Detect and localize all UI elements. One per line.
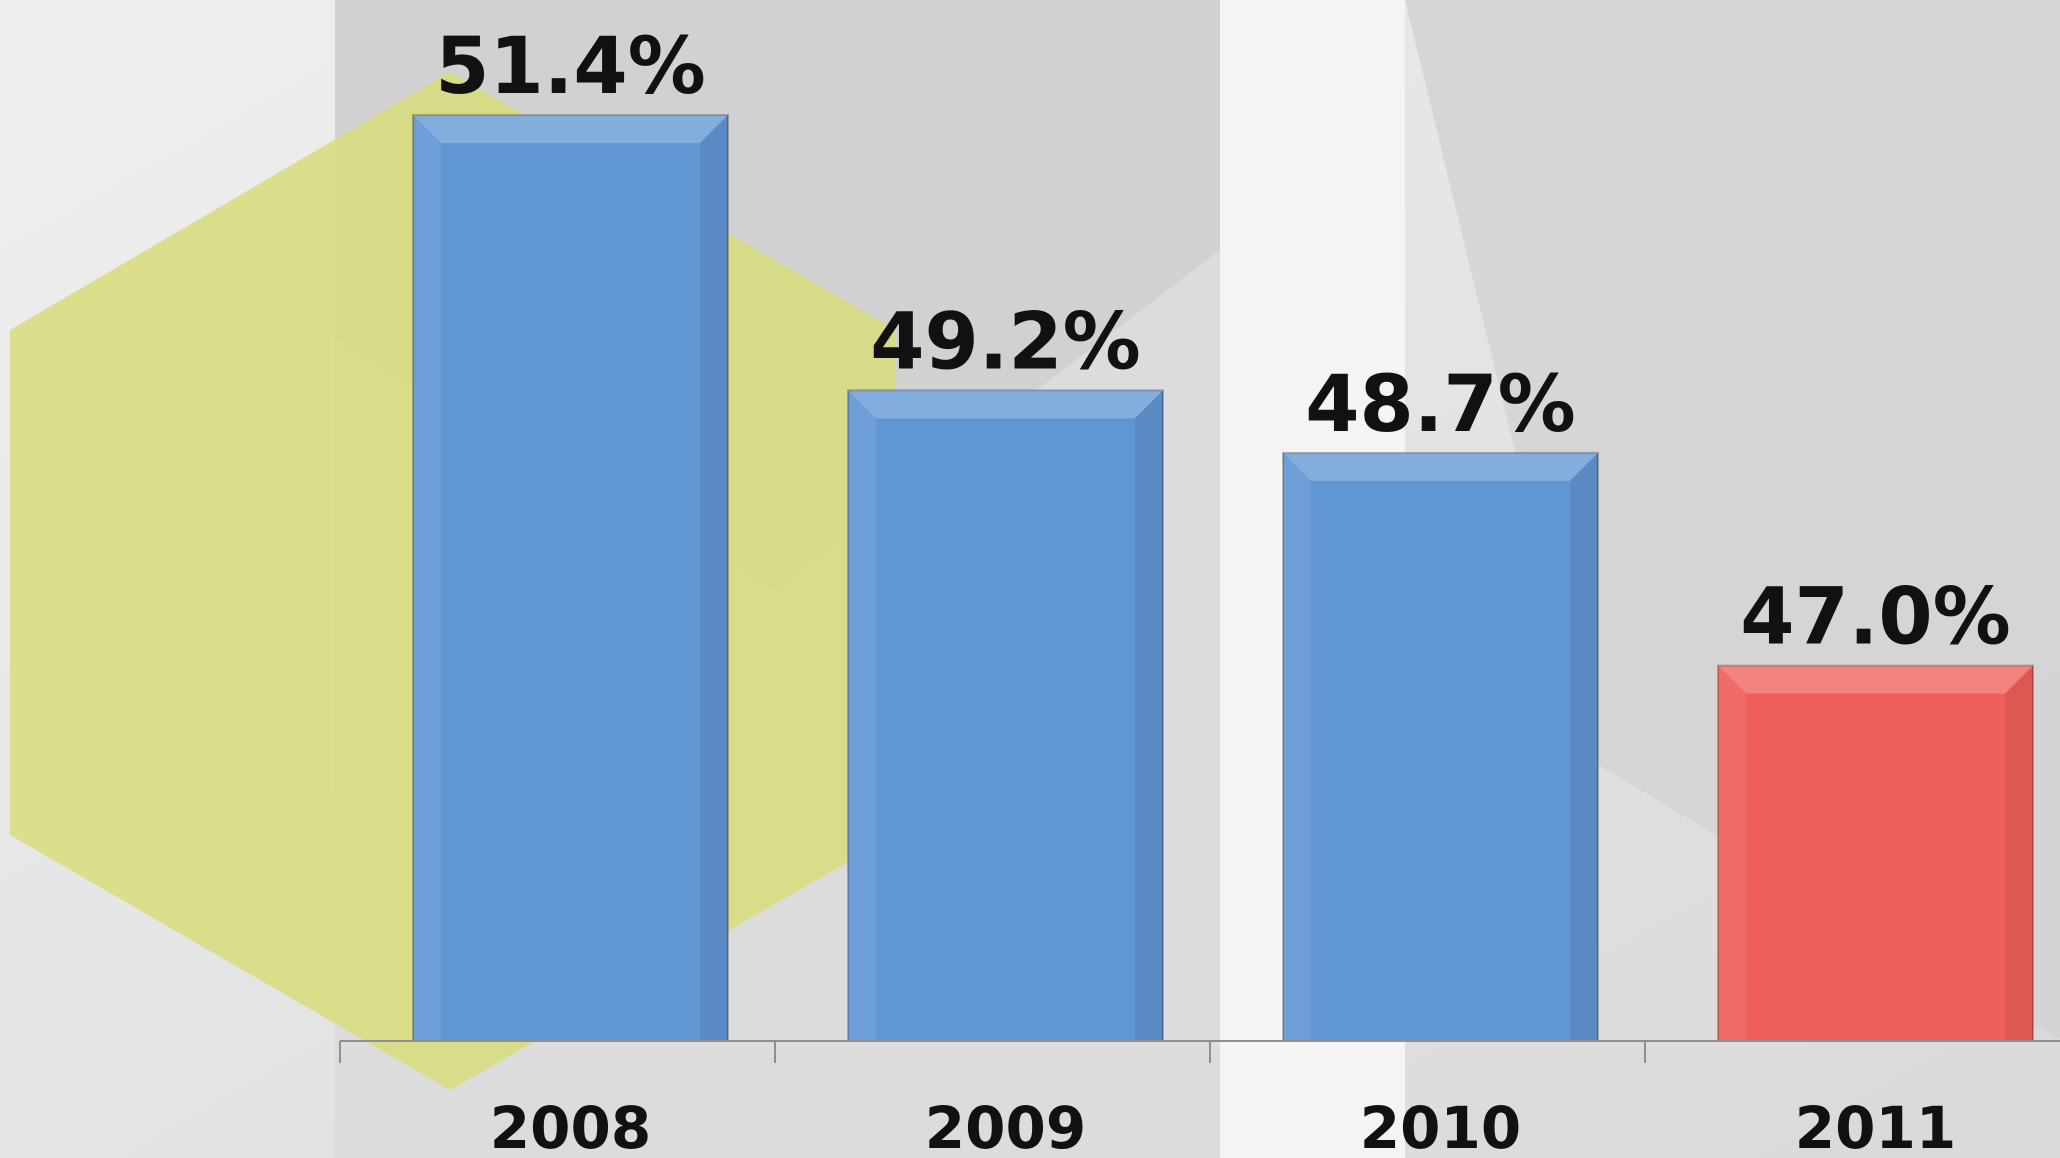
bar-2011: [1717, 664, 2034, 1042]
bar-bevel-left-2010: [1283, 452, 1311, 1042]
bar-bevel-left-2008: [413, 115, 441, 1041]
data-labels-group: 51.4% 49.2% 48.7% 47.0%: [435, 22, 2011, 663]
bar-2008: [412, 114, 729, 1042]
bar-bevel-right-2009: [1135, 390, 1163, 1042]
bar-bevel-left-2011: [1718, 665, 1746, 1041]
x-axis-ticks-group: [339, 1041, 1646, 1063]
bars-group: [412, 114, 2034, 1043]
data-label-2011: 47.0%: [1740, 573, 2011, 663]
x-tick-label-2011: 2011: [1795, 1094, 1956, 1158]
bar-2009: [847, 389, 1164, 1043]
data-label-2008: 51.4%: [435, 22, 706, 112]
data-label-2009: 49.2%: [870, 297, 1141, 387]
bar-bevel-right-2011: [2005, 665, 2033, 1041]
bar-2010: [1282, 451, 1599, 1043]
bar-bevel-right-2010: [1570, 452, 1598, 1042]
bar-bevel-top-2008: [413, 115, 728, 144]
bar-bevel-top-2010: [1283, 452, 1598, 481]
bar-bevel-right-2008: [700, 115, 728, 1041]
bar-bevel-top-2011: [1718, 665, 2033, 694]
bar-rect-2008: [412, 114, 729, 1042]
bar-rect-2011: [1717, 664, 2034, 1042]
bar-bevel-top-2009: [848, 390, 1163, 419]
x-tick-label-2008: 2008: [490, 1094, 651, 1158]
bar-bevel-left-2009: [848, 390, 876, 1042]
x-tick-label-2010: 2010: [1360, 1094, 1521, 1158]
bar-rect-2010: [1282, 451, 1599, 1043]
data-label-2010: 48.7%: [1305, 360, 1576, 450]
bar-rect-2009: [847, 389, 1164, 1043]
x-axis-tick-labels-group: 2008 2009 2010 2011: [490, 1094, 1956, 1158]
x-tick-label-2009: 2009: [925, 1094, 1086, 1158]
